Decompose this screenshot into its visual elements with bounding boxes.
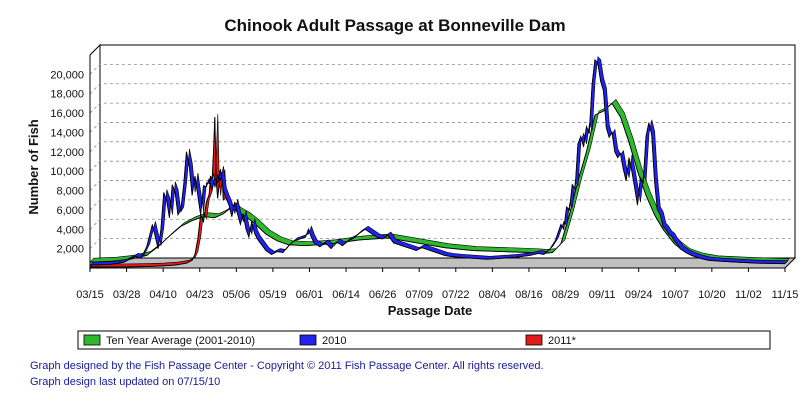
y-tick-label: 4,000 (56, 224, 84, 236)
y-gridline (89, 160, 795, 172)
y-gridline (89, 83, 795, 95)
x-tick-label: 07/09 (405, 289, 433, 301)
series-line (89, 116, 224, 268)
y-tick-label: 18,000 (50, 89, 84, 101)
x-tick-label: 04/10 (149, 289, 177, 301)
y-tick-label: 16,000 (50, 108, 84, 120)
legend-swatch (83, 334, 101, 346)
x-tick-label: 04/23 (186, 289, 214, 301)
x-tick-label: 03/28 (113, 289, 141, 301)
x-tick-label: 06/26 (369, 289, 397, 301)
chart-title: Chinook Adult Passage at Bonneville Dam (224, 16, 565, 35)
legend-box (77, 330, 771, 350)
x-tick-label: 05/06 (223, 289, 251, 301)
plot-floor (88, 257, 797, 269)
y-tick-label: 20,000 (50, 69, 84, 81)
y-gridline (89, 141, 795, 153)
plot-back-wall (99, 44, 796, 259)
x-tick-label: 03/15 (76, 289, 104, 301)
y-tick-label: 6,000 (56, 205, 84, 217)
x-tick-label: 11/02 (735, 289, 762, 301)
footer-copyright: Graph designed by the Fish Passage Cente… (30, 360, 544, 372)
x-tick-label: 09/24 (625, 289, 653, 301)
y-tick-label: 2,000 (56, 244, 84, 256)
y-gridline (89, 63, 795, 75)
series-2010 (89, 56, 789, 266)
x-tick-label: 10/07 (661, 289, 689, 301)
x-tick-label: 06/01 (296, 289, 324, 301)
y-gridline (89, 122, 795, 133)
legend-swatch (299, 334, 317, 346)
y-tick-label: 12,000 (50, 147, 84, 159)
x-tick-label: 11/15 (772, 289, 799, 301)
y-tick-label: 8,000 (56, 186, 84, 198)
x-tick-label: 06/14 (332, 289, 360, 301)
x-tick-label: 08/16 (515, 289, 543, 301)
y-gridline (89, 102, 795, 114)
legend-label: 2010 (322, 335, 346, 347)
legend-swatch (525, 334, 543, 346)
y-gridline (89, 199, 795, 211)
x-axis-label: Passage Date (388, 303, 473, 318)
x-tick-label: 10/20 (698, 289, 726, 301)
legend: Ten Year Average (2001-2010) 2010 2011* (77, 330, 771, 350)
footer-updated: Graph design last updated on 07/15/10 (30, 376, 221, 388)
y-tick-label: 10,000 (50, 166, 84, 178)
plot-side-wall (89, 43, 101, 270)
y-gridline (89, 180, 795, 191)
x-tick-label: 08/04 (479, 289, 507, 301)
x-tick-label: 07/22 (442, 289, 470, 301)
y-axis-label: Number of Fish (26, 119, 41, 214)
y-gridline (89, 218, 795, 230)
x-tick-label: 05/19 (259, 289, 287, 301)
y-tick-label: 14,000 (50, 127, 84, 139)
series-line (89, 58, 786, 266)
legend-label: 2011* (548, 335, 577, 347)
legend-label: Ten Year Average (2001-2010) (106, 335, 255, 347)
x-tick-label: 09/11 (589, 289, 616, 301)
y-gridline (89, 238, 795, 249)
x-tick-label: 08/29 (552, 289, 580, 301)
plot-area: 2,000 4,000 6,000 8,000 10,000 12,000 14,000 16… (50, 43, 799, 301)
